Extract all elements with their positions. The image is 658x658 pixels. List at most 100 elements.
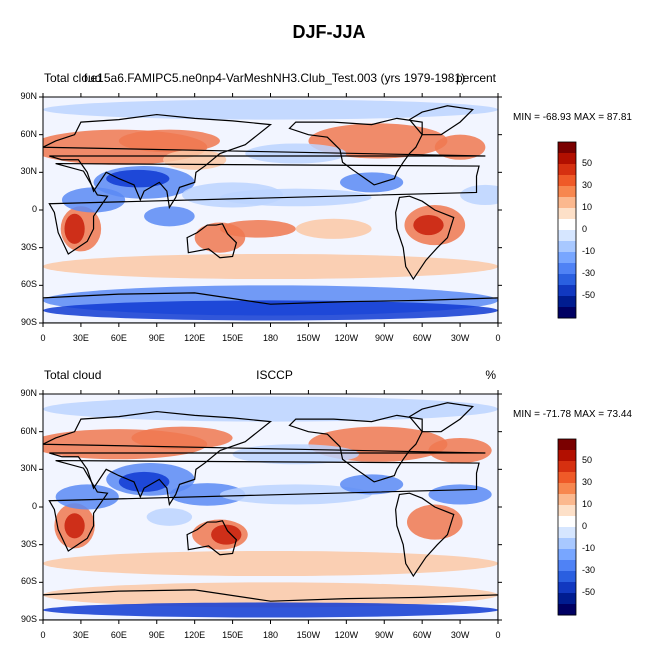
colorbar-swatch bbox=[558, 208, 576, 220]
colorbar-label: -30 bbox=[582, 268, 596, 278]
colorbar-label: -30 bbox=[582, 565, 596, 575]
lat-tick-label: 90S bbox=[20, 614, 37, 624]
colorbar-swatch bbox=[558, 274, 576, 286]
coastline-namerica bbox=[288, 117, 423, 186]
lon-tick-label: 150W bbox=[296, 630, 321, 640]
anomaly-region bbox=[232, 444, 359, 465]
coastline-australia bbox=[186, 223, 238, 259]
lon-tick-label: 90W bbox=[374, 333, 394, 343]
colorbar-swatch bbox=[558, 219, 576, 231]
lon-tick-label: 30E bbox=[72, 333, 89, 343]
min-max-stats: MIN = -71.78 MAX = 73.44 bbox=[513, 409, 632, 420]
panel-left-label: Total cloud bbox=[44, 368, 102, 382]
anomaly-region bbox=[118, 471, 170, 492]
lon-tick-label: 120E bbox=[184, 333, 206, 343]
lon-tick-label: 150W bbox=[296, 333, 321, 343]
coastline-africa bbox=[48, 162, 480, 255]
colorbar-swatch bbox=[558, 296, 576, 308]
colorbar-swatch bbox=[558, 571, 576, 583]
anomaly-region bbox=[413, 215, 444, 236]
anomaly-region bbox=[219, 220, 296, 238]
map-panel-2 bbox=[39, 390, 502, 624]
colorbar-swatch bbox=[558, 439, 576, 451]
colorbar-swatch bbox=[558, 186, 576, 198]
anomaly-region bbox=[460, 184, 498, 205]
lat-tick-label: 30N bbox=[20, 166, 37, 177]
coastline-samerica bbox=[395, 195, 455, 281]
lon-tick-label: 0 bbox=[40, 333, 46, 343]
colorbar-swatch bbox=[558, 164, 576, 176]
lon-tick-label: 60E bbox=[110, 333, 127, 343]
anomaly-region bbox=[169, 483, 246, 506]
colorbar-label: -50 bbox=[582, 587, 596, 597]
lon-tick-label: 60W bbox=[412, 333, 432, 343]
anomaly-region bbox=[43, 99, 498, 120]
panel-right-label: percent bbox=[455, 71, 496, 85]
anomaly-region bbox=[144, 206, 195, 227]
lon-tick-label: 60E bbox=[110, 630, 127, 640]
lat-tick-label: 90S bbox=[20, 317, 37, 327]
lon-tick-label: 90E bbox=[148, 630, 165, 640]
colorbar bbox=[557, 141, 577, 319]
colorbar-swatch bbox=[558, 153, 576, 165]
panel-center-label: ISCCP bbox=[256, 368, 293, 382]
anomaly-region bbox=[43, 396, 498, 422]
lon-tick-label: 120W bbox=[334, 333, 359, 343]
lon-tick-label: 120W bbox=[334, 630, 359, 640]
colorbar-swatch bbox=[558, 472, 576, 484]
anomaly-region bbox=[106, 169, 170, 188]
anomaly-region bbox=[146, 508, 193, 526]
colorbar-label: 10 bbox=[582, 499, 593, 509]
anomaly-region bbox=[118, 129, 220, 153]
coastline-namerica bbox=[288, 414, 423, 483]
lon-tick-label: 90E bbox=[148, 333, 165, 343]
colorbar-label: -50 bbox=[582, 290, 596, 300]
colorbar-swatch bbox=[558, 604, 576, 616]
lon-tick-label: 90W bbox=[374, 630, 394, 640]
coastline-greenland bbox=[408, 402, 474, 433]
colorbar-swatch bbox=[558, 197, 576, 209]
anomaly-region bbox=[163, 149, 227, 170]
colorbar-label: 10 bbox=[582, 202, 593, 212]
anomaly-region bbox=[295, 218, 372, 239]
coastline-greenland bbox=[408, 105, 474, 136]
colorbar-swatch bbox=[558, 450, 576, 462]
anomaly-region bbox=[43, 582, 498, 608]
map-panel-1 bbox=[39, 93, 502, 327]
anomaly-region bbox=[55, 484, 119, 510]
lon-tick-label: 0 bbox=[40, 630, 46, 640]
colorbar-label: 0 bbox=[582, 224, 588, 234]
colorbar-label: 0 bbox=[582, 521, 588, 531]
lon-tick-label: 30W bbox=[450, 630, 470, 640]
anomaly-region bbox=[428, 484, 492, 505]
panel-right-label: % bbox=[485, 368, 496, 382]
anomaly-region bbox=[407, 504, 463, 540]
colorbar-swatch bbox=[558, 175, 576, 187]
anomaly-region bbox=[64, 213, 85, 244]
colorbar-swatch bbox=[558, 582, 576, 594]
colorbar-label: 30 bbox=[582, 477, 593, 487]
colorbar-swatch bbox=[558, 505, 576, 517]
colorbar-swatch bbox=[558, 494, 576, 506]
colorbar-swatch bbox=[558, 241, 576, 253]
lon-tick-label: 150E bbox=[222, 333, 244, 343]
colorbar-label: 50 bbox=[582, 455, 593, 465]
lon-tick-label: 60W bbox=[412, 630, 432, 640]
anomaly-region bbox=[61, 187, 126, 213]
anomaly-region bbox=[245, 143, 347, 164]
colorbar-swatch bbox=[558, 538, 576, 550]
colorbar-swatch bbox=[558, 230, 576, 242]
lon-tick-label: 150E bbox=[222, 630, 244, 640]
coastline-africa bbox=[48, 459, 480, 552]
colorbar-swatch bbox=[558, 527, 576, 539]
lat-tick-label: 0 bbox=[31, 501, 37, 511]
figure-title: DJF-JJA bbox=[292, 22, 366, 42]
colorbar-swatch bbox=[558, 263, 576, 275]
anomaly-region bbox=[340, 474, 404, 495]
lat-tick-label: 0 bbox=[31, 204, 37, 214]
colorbar-label: -10 bbox=[582, 246, 596, 256]
anomaly-region bbox=[131, 426, 233, 450]
coastline-australia bbox=[186, 520, 238, 556]
anomaly-region bbox=[211, 524, 242, 545]
coastline-antarctic bbox=[43, 292, 498, 323]
